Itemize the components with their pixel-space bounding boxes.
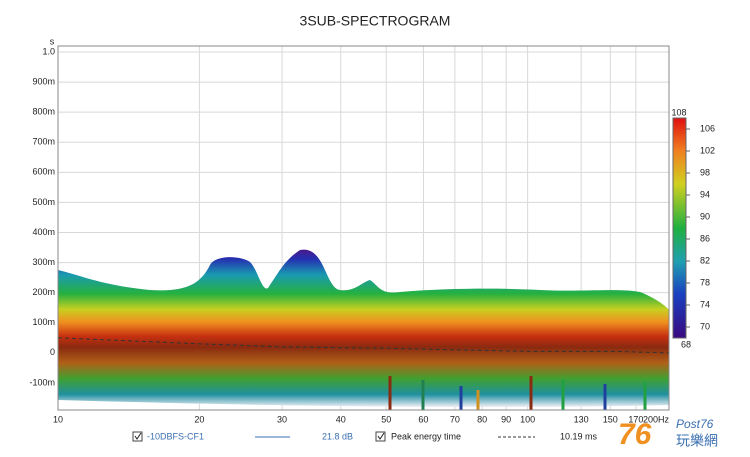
- x-tick-label: 30: [277, 414, 287, 424]
- colorbar-tick-label: 106: [700, 123, 715, 133]
- peak-energy-line: [57, 337, 670, 354]
- x-tick-label: 80: [477, 414, 487, 424]
- y-tick-label: 0: [50, 347, 55, 357]
- x-tick-label: 50: [381, 414, 391, 424]
- x-tick-label: 40: [336, 414, 346, 424]
- x-tick-label: 100: [520, 414, 535, 424]
- check: [134, 432, 142, 440]
- watermark: 76 Post76 玩樂網: [618, 417, 718, 451]
- watermark-number: 76: [618, 418, 652, 451]
- colorbar-tick-label: 102: [700, 145, 715, 155]
- y-tick-label: 600m: [32, 167, 55, 177]
- legend-trace-name: -10DBFS-CF1: [147, 431, 204, 441]
- x-tick-label: 150: [603, 414, 618, 424]
- x-tick-label: 200Hz: [643, 414, 670, 424]
- x-tick-label: 60: [418, 414, 428, 424]
- colorbar-tick-label: 78: [700, 277, 710, 287]
- y-tick-label: 200m: [32, 287, 55, 297]
- colorbar-tick-label: 70: [700, 321, 710, 331]
- y-tick-label: 800m: [32, 107, 55, 117]
- colorbar: [672, 117, 687, 339]
- legend-peak-value: 10.19 ms: [560, 431, 598, 441]
- legend: -10DBFS-CF1 21.8 dB Peak energy time 10.…: [132, 431, 598, 442]
- watermark-chinese: 玩樂網: [676, 433, 718, 449]
- plot-frame: [57, 45, 670, 411]
- chart-title: 3SUB-SPECTROGRAM: [300, 13, 451, 29]
- y-tick-label: 1.0: [42, 46, 55, 56]
- colorbar-tick-label: 94: [700, 189, 710, 199]
- data-layer: [57, 337, 670, 354]
- colorbar-tick-label: 82: [700, 255, 710, 265]
- checkbox[interactable]: [375, 431, 386, 442]
- y-tick-label: 400m: [32, 227, 55, 237]
- colorbar-tick-label: 74: [700, 299, 710, 309]
- colorbar-tick-label: 86: [700, 233, 710, 243]
- x-tick-label: 20: [194, 414, 204, 424]
- x-tick-label: 70: [450, 414, 460, 424]
- x-tick-label: 170: [628, 414, 643, 424]
- check: [377, 432, 385, 440]
- y-tick-label: 700m: [32, 137, 55, 147]
- watermark-site: Post76: [676, 417, 714, 431]
- legend-peak-label: Peak energy time: [391, 431, 461, 441]
- y-tick-label: -100m: [29, 377, 55, 387]
- x-tick-label: 130: [574, 414, 589, 424]
- colorbar-tick-label: 98: [700, 167, 710, 177]
- colorbar-tick-label: 90: [700, 211, 710, 221]
- spectrogram-surface: [58, 249, 669, 408]
- y-unit: s: [50, 36, 55, 46]
- resonance-markers: [388, 376, 647, 410]
- y-tick-label: 100m: [32, 317, 55, 327]
- y-tick-label: 300m: [32, 257, 55, 267]
- legend-trace-value: 21.8 dB: [322, 431, 353, 441]
- colorbar-max: 108: [671, 107, 686, 117]
- y-tick-label: 900m: [32, 76, 55, 86]
- x-tick-label: 10: [53, 414, 63, 424]
- colorbar-min: 68: [681, 339, 691, 349]
- y-tick-label: 500m: [32, 197, 55, 207]
- x-tick-label: 90: [501, 414, 511, 424]
- checkbox[interactable]: [132, 431, 143, 442]
